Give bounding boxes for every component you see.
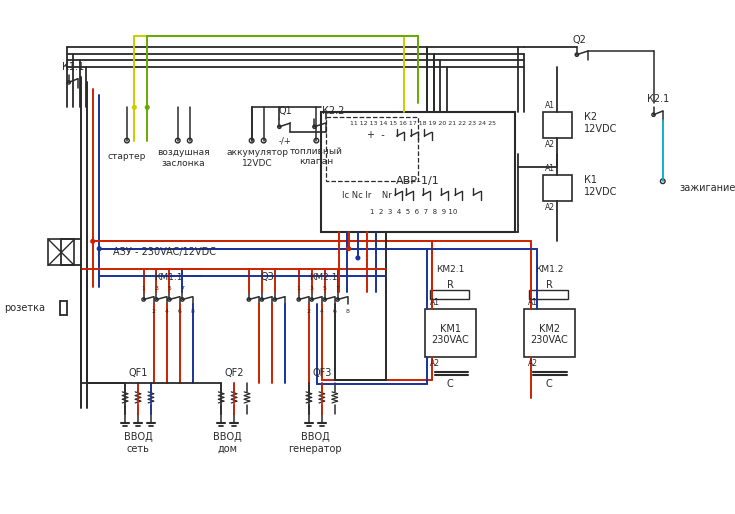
Text: QF2: QF2 xyxy=(224,369,244,378)
Text: розетка: розетка xyxy=(4,303,46,313)
Text: A2: A2 xyxy=(545,203,555,212)
Bar xyxy=(542,175,573,200)
Text: ВВОД
сеть: ВВОД сеть xyxy=(123,432,152,453)
Text: 5: 5 xyxy=(323,286,326,291)
Text: 8: 8 xyxy=(190,309,195,314)
Text: воздушная
заслонка: воздушная заслонка xyxy=(157,149,209,168)
Bar xyxy=(426,309,476,357)
Text: C: C xyxy=(546,379,553,390)
Text: QF3: QF3 xyxy=(312,369,331,378)
Text: 4: 4 xyxy=(320,309,324,314)
Text: АВР-1/1: АВР-1/1 xyxy=(396,176,440,186)
Text: 6: 6 xyxy=(333,309,337,314)
Text: 6: 6 xyxy=(178,309,182,314)
Text: A2: A2 xyxy=(545,140,555,149)
Text: аккумулятор
12VDC: аккумулятор 12VDC xyxy=(226,149,288,168)
Circle shape xyxy=(356,256,359,260)
Text: KM2
230VAC: KM2 230VAC xyxy=(530,324,568,345)
Text: АЗУ - 230VAC/12VDC: АЗУ - 230VAC/12VDC xyxy=(113,247,216,258)
Text: 5: 5 xyxy=(168,286,171,291)
Text: 11 12 13 14 15 16 17 18 19 20 21 22 23 24 25: 11 12 13 14 15 16 17 18 19 20 21 22 23 2… xyxy=(350,121,495,126)
Text: A1: A1 xyxy=(429,298,440,307)
Text: К1.1: К1.1 xyxy=(62,62,85,71)
Text: +  -: + - xyxy=(368,130,385,140)
Text: 7: 7 xyxy=(180,286,184,291)
Bar xyxy=(528,290,567,300)
Bar xyxy=(542,112,573,138)
Text: A1: A1 xyxy=(528,298,539,307)
Text: К1
12VDC: К1 12VDC xyxy=(584,175,617,197)
Text: 1: 1 xyxy=(142,286,146,291)
Bar xyxy=(430,290,469,300)
Text: KM1
230VAC: KM1 230VAC xyxy=(431,324,469,345)
Text: Q3: Q3 xyxy=(260,272,274,282)
Text: Ic Nc Ir    Nr: Ic Nc Ir Nr xyxy=(343,191,392,199)
Text: топливный
клапан: топливный клапан xyxy=(290,146,343,166)
Bar xyxy=(49,240,74,265)
Text: 3: 3 xyxy=(309,286,314,291)
Text: КМ1.1: КМ1.1 xyxy=(154,273,183,282)
Bar xyxy=(326,117,418,181)
Text: зажигание: зажигание xyxy=(679,182,735,193)
Text: 1  2  3  4  5  6  7  8  9 10: 1 2 3 4 5 6 7 8 9 10 xyxy=(370,209,457,215)
Circle shape xyxy=(97,247,101,250)
Text: C: C xyxy=(447,379,453,390)
Text: R: R xyxy=(447,280,453,290)
Text: К2.2: К2.2 xyxy=(322,106,344,116)
Text: Q2: Q2 xyxy=(573,35,587,45)
Text: 2: 2 xyxy=(151,309,156,314)
Circle shape xyxy=(91,240,95,243)
Text: КМ1.2: КМ1.2 xyxy=(535,265,563,274)
Text: К2.1: К2.1 xyxy=(647,94,670,104)
Text: A1: A1 xyxy=(545,101,555,110)
Text: 2: 2 xyxy=(307,309,311,314)
Bar xyxy=(321,112,515,232)
Circle shape xyxy=(146,105,149,109)
Text: A2: A2 xyxy=(528,359,539,368)
Text: КМ2.1: КМ2.1 xyxy=(309,273,338,282)
Text: Q1: Q1 xyxy=(278,106,292,116)
Text: ВВОД
дом: ВВОД дом xyxy=(213,432,242,453)
Text: QF1: QF1 xyxy=(129,369,148,378)
Text: 8: 8 xyxy=(345,309,350,314)
Text: 4: 4 xyxy=(165,309,168,314)
Bar xyxy=(524,309,575,357)
Text: КМ2.1: КМ2.1 xyxy=(436,265,465,274)
Text: 3: 3 xyxy=(154,286,159,291)
Text: R: R xyxy=(545,280,553,290)
Text: К2
12VDC: К2 12VDC xyxy=(584,112,617,134)
Circle shape xyxy=(132,105,136,109)
Text: ВВОД
генератор: ВВОД генератор xyxy=(289,432,343,453)
Circle shape xyxy=(347,247,351,250)
Text: A1: A1 xyxy=(545,164,555,173)
Text: стартер: стартер xyxy=(108,152,146,161)
Text: -/+: -/+ xyxy=(279,136,291,145)
Text: 7: 7 xyxy=(336,286,340,291)
Text: A2: A2 xyxy=(429,359,440,368)
Text: 1: 1 xyxy=(297,286,301,291)
